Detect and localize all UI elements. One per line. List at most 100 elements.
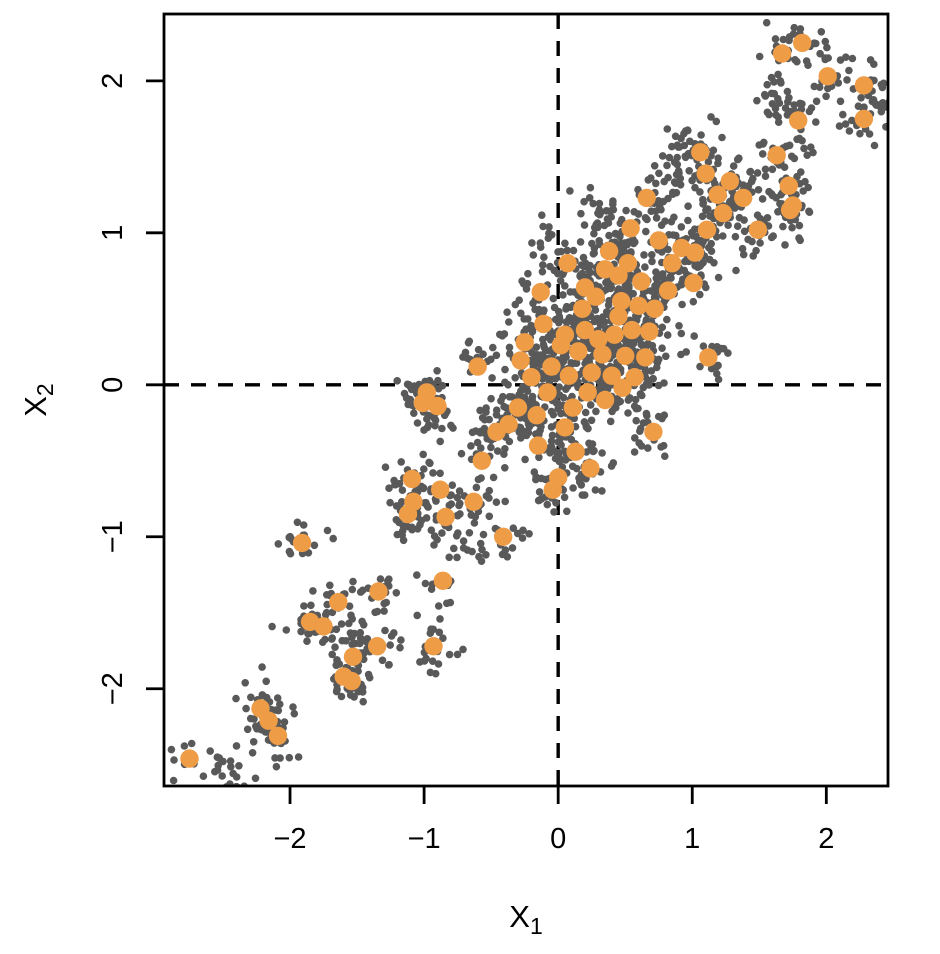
- gray-point: [791, 56, 799, 64]
- gray-point: [696, 290, 704, 299]
- gray-point: [459, 544, 468, 552]
- gray-point: [890, 89, 898, 97]
- orange-point: [772, 44, 792, 63]
- gray-point: [680, 141, 689, 150]
- gray-point: [332, 625, 341, 634]
- orange-point: [612, 292, 631, 311]
- gray-point: [631, 434, 639, 442]
- orange-point: [464, 492, 483, 511]
- gray-point: [652, 179, 660, 188]
- gray-point: [596, 321, 605, 329]
- gray-point: [475, 552, 483, 561]
- gray-point: [561, 456, 570, 464]
- orange-point: [684, 273, 703, 293]
- orange-point: [417, 383, 436, 402]
- gray-point: [680, 129, 688, 138]
- gray-point: [501, 445, 509, 453]
- orange-point: [538, 383, 557, 402]
- orange-point: [713, 203, 733, 223]
- gray-point: [563, 507, 571, 516]
- orange-point: [534, 314, 553, 334]
- gray-point: [517, 309, 525, 318]
- gray-point: [824, 54, 832, 62]
- gray-point: [686, 137, 694, 146]
- gray-point: [718, 133, 726, 142]
- gray-point: [517, 434, 525, 442]
- gray-point: [677, 223, 686, 231]
- gray-point: [893, 55, 901, 63]
- gray-point: [285, 547, 294, 556]
- orange-point: [511, 351, 530, 370]
- orange-point: [589, 330, 608, 349]
- gray-point: [232, 742, 241, 750]
- gray-point: [498, 332, 507, 340]
- gray-point: [636, 390, 645, 398]
- gray-point: [810, 82, 819, 91]
- orange-point: [559, 366, 579, 385]
- orange-point: [343, 647, 363, 666]
- gray-point: [505, 318, 513, 326]
- gray-point: [286, 532, 294, 541]
- orange-point: [789, 111, 808, 130]
- gray-point: [436, 437, 445, 446]
- gray-point: [546, 336, 555, 344]
- gray-point: [170, 756, 178, 764]
- gray-point: [713, 343, 721, 351]
- gray-point: [535, 453, 543, 462]
- gray-point: [432, 497, 440, 505]
- gray-point: [337, 692, 346, 701]
- orange-point: [342, 671, 361, 691]
- orange-point: [268, 726, 288, 746]
- gray-point: [538, 211, 546, 219]
- gray-point: [892, 124, 900, 132]
- gray-point: [754, 186, 763, 194]
- gray-point: [474, 345, 483, 354]
- gray-point: [402, 394, 411, 402]
- gray-point: [384, 661, 393, 669]
- gray-point: [758, 150, 767, 158]
- gray-point: [304, 629, 312, 638]
- gray-point: [663, 315, 671, 324]
- orange-point: [555, 325, 575, 344]
- gray-point: [618, 240, 626, 248]
- gray-point: [590, 229, 598, 238]
- gray-point: [505, 393, 514, 401]
- gray-point: [748, 237, 756, 246]
- gray-point: [436, 469, 444, 478]
- gray-point: [505, 437, 514, 446]
- gray-point: [358, 617, 366, 626]
- gray-point: [732, 266, 740, 275]
- gray-point: [392, 589, 401, 597]
- gray-point: [485, 415, 494, 424]
- gray-point: [556, 277, 565, 285]
- gray-point: [467, 442, 475, 450]
- gray-point: [545, 223, 553, 231]
- gray-point: [271, 754, 279, 762]
- gray-point: [769, 232, 777, 240]
- gray-point: [569, 246, 578, 255]
- gray-point: [823, 43, 831, 52]
- gray-point: [421, 579, 430, 588]
- gray-point: [488, 374, 496, 382]
- gray-point: [300, 602, 308, 610]
- gray-point: [285, 753, 294, 762]
- gray-point: [658, 414, 666, 423]
- gray-point: [733, 222, 742, 230]
- orange-point: [369, 582, 388, 601]
- orange-point: [531, 282, 550, 302]
- gray-point: [251, 774, 260, 783]
- gray-point: [896, 90, 904, 98]
- gray-point: [356, 628, 365, 637]
- gray-point: [817, 28, 826, 36]
- gray-point: [477, 474, 485, 482]
- orange-point: [472, 451, 491, 470]
- gray-point: [511, 300, 520, 309]
- gray-point: [303, 637, 311, 645]
- orange-point: [602, 366, 621, 385]
- gray-point: [590, 446, 598, 455]
- gray-point: [423, 501, 431, 510]
- gray-point: [772, 111, 780, 119]
- orange-point: [468, 357, 487, 376]
- orange-point: [767, 146, 786, 165]
- gray-point: [363, 635, 372, 643]
